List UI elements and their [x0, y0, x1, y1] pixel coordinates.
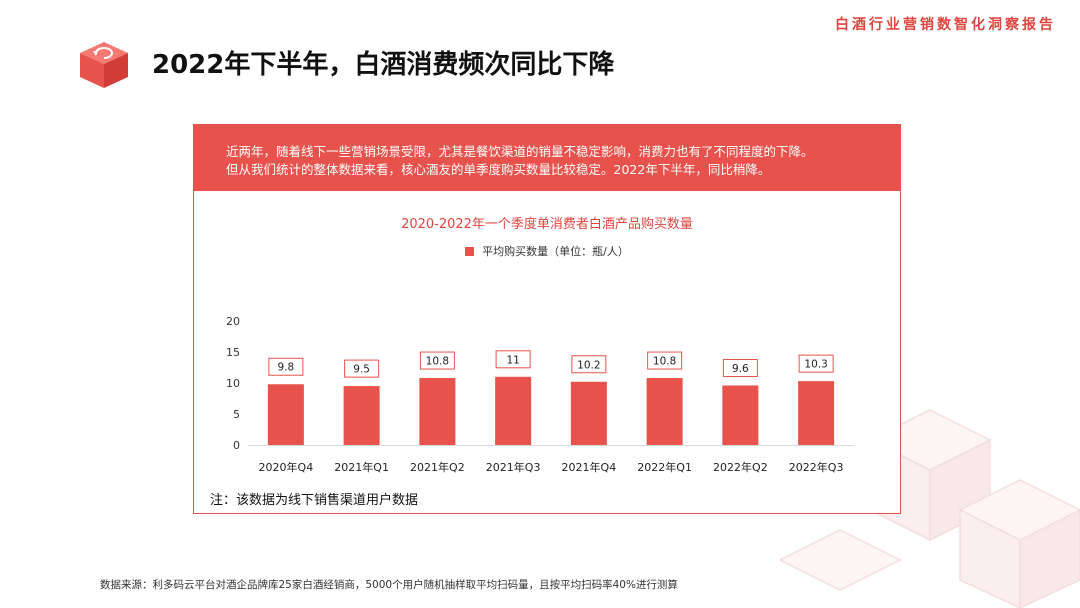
data-label-box [268, 357, 304, 376]
legend-swatch [465, 247, 475, 256]
x-tick-label: 2021年Q2 [410, 460, 465, 474]
y-tick-label: 20 [226, 315, 240, 328]
summary-line-1: 近两年，随着线下一些营销场景受限，尤其是餐饮渠道的销量不稳定影响，消费力也有了不… [226, 144, 814, 159]
bar [722, 385, 759, 445]
data-label: 10.8 [426, 356, 449, 368]
bar [343, 386, 380, 445]
x-tick-label: 2020年Q4 [259, 460, 314, 474]
data-label-box [798, 354, 834, 373]
y-tick-label: 15 [226, 346, 240, 359]
x-tick-label: 2022年Q1 [637, 460, 692, 474]
data-label: 10.2 [577, 359, 600, 371]
data-source: 数据来源：利多码云平台对酒企品牌库25家白酒经销商，5000个用户随机抽样取平均… [100, 579, 678, 591]
bar [646, 378, 683, 445]
x-tick-label: 2021年Q3 [486, 460, 541, 474]
background-cube-decoration [780, 409, 1080, 608]
bar [570, 381, 607, 445]
report-tag: 白酒行业营销数智化洞察报告 [835, 17, 1056, 33]
data-label: 10.3 [804, 359, 827, 371]
chart-card: 近两年，随着线下一些营销场景受限，尤其是餐饮渠道的销量不稳定影响，消费力也有了不… [193, 124, 901, 514]
bar [419, 378, 456, 445]
chart-title: 2020-2022年一个季度单消费者白酒产品购买数量 [401, 217, 693, 232]
legend-label: 平均购买数量（单位：瓶/人） [482, 245, 629, 258]
y-tick-label: 5 [233, 408, 240, 421]
data-label-box [495, 350, 531, 369]
bar [267, 384, 304, 445]
data-label-box [722, 358, 758, 377]
summary-line-2: 但从我们统计的整体数据来看，核心酒友的单季度购买数量比较稳定。2022年下半年，… [226, 162, 771, 177]
x-tick-label: 2021年Q4 [562, 460, 617, 474]
data-label-box [647, 351, 683, 370]
data-label: 9.8 [278, 362, 295, 374]
summary-banner: 近两年，随着线下一些营销场景受限，尤其是餐饮渠道的销量不稳定影响，消费力也有了不… [194, 125, 900, 191]
data-label-box [571, 355, 607, 374]
y-tick-label: 10 [226, 377, 240, 390]
bar [798, 381, 835, 445]
data-label-box [419, 351, 455, 370]
x-tick-label: 2021年Q1 [334, 460, 389, 474]
x-tick-label: 2022年Q3 [789, 460, 844, 474]
red-cube-refresh-icon [80, 42, 128, 88]
bar [495, 376, 532, 445]
data-label: 9.6 [732, 363, 749, 375]
chart-legend: 平均购买数量（单位：瓶/人） [194, 243, 900, 259]
x-tick-label: 2022年Q2 [713, 460, 768, 474]
chart-note: 注：该数据为线下销售渠道用户数据 [210, 493, 419, 508]
data-label: 10.8 [653, 356, 676, 368]
data-label-box [344, 359, 380, 378]
bar-chart: 0 5 10 15 20 9.8 2020年Q4 9.5 2021年Q1 10.8 2021年Q2 1… [226, 315, 854, 474]
data-label: 9.5 [353, 364, 370, 376]
y-tick-label: 0 [233, 439, 240, 452]
data-label: 11 [506, 354, 519, 366]
page-title: 2022年下半年，白酒消费频次同比下降 [152, 50, 615, 80]
